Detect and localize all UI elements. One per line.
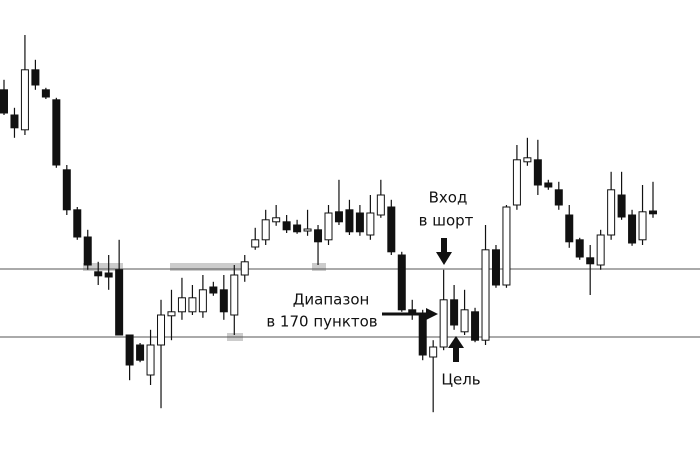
- candle-body: [596, 234, 605, 266]
- candle-body: [607, 189, 616, 236]
- highlight: [83, 263, 123, 271]
- annotation: Цель: [441, 371, 480, 389]
- highlight: [170, 263, 246, 271]
- candle-body: [512, 159, 521, 206]
- candle-body: [125, 334, 134, 366]
- candle-body: [429, 346, 438, 358]
- candle-body: [565, 214, 574, 243]
- candle-body: [533, 159, 542, 186]
- arrows: [382, 238, 464, 362]
- candle-body: [376, 194, 385, 216]
- candle-body: [83, 236, 92, 266]
- candle-body: [146, 344, 155, 376]
- candle-body: [439, 299, 448, 348]
- candle-body: [334, 211, 343, 223]
- arrow: [436, 252, 452, 265]
- candle-body: [282, 221, 291, 231]
- candle-body: [31, 69, 40, 86]
- candle-body: [230, 274, 239, 316]
- candle-body: [293, 224, 302, 233]
- candle-body: [41, 89, 50, 98]
- candle-body: [355, 212, 364, 233]
- candle-body: [188, 297, 197, 313]
- candle-body: [544, 182, 553, 188]
- candle-body: [62, 169, 71, 211]
- annotation: в шорт: [419, 212, 474, 230]
- candle-body: [177, 297, 186, 313]
- arrow: [441, 238, 447, 252]
- candle-body: [649, 210, 657, 215]
- candle-body: [502, 206, 511, 286]
- candle-body: [314, 229, 323, 243]
- candle-body: [251, 239, 260, 248]
- candle-body: [261, 219, 270, 241]
- candle-body: [303, 228, 312, 232]
- arrow: [453, 348, 459, 362]
- candle-body: [136, 344, 145, 361]
- candle-body: [104, 272, 113, 278]
- candle-body: [10, 114, 19, 129]
- candle-body: [366, 212, 375, 236]
- candle-body: [471, 311, 480, 341]
- candle-body: [418, 314, 427, 356]
- candle-body: [198, 289, 207, 313]
- candle-body: [167, 311, 176, 317]
- candle-body: [523, 157, 532, 163]
- annotation: Вход: [429, 189, 468, 207]
- candle-body: [387, 206, 396, 253]
- candle-body: [397, 254, 406, 311]
- candle-body: [157, 314, 166, 346]
- candle-body: [73, 209, 82, 238]
- candle-body: [94, 271, 103, 277]
- candle-body: [617, 194, 626, 218]
- candle-body: [460, 309, 469, 333]
- candle-body: [575, 239, 584, 258]
- candle-body: [0, 89, 8, 114]
- candle-body: [628, 214, 637, 244]
- candle-body: [52, 99, 61, 166]
- candle-body: [554, 189, 563, 206]
- candle-body: [450, 299, 459, 326]
- candle-body: [209, 286, 218, 294]
- candle-body: [240, 261, 249, 276]
- highlight: [312, 263, 326, 271]
- candle-body: [324, 212, 333, 241]
- arrow: [448, 336, 464, 348]
- candle-body: [345, 209, 354, 233]
- annotation: Диапазон: [293, 291, 370, 309]
- candle-body: [219, 289, 228, 313]
- candle-body: [586, 257, 595, 265]
- candle-body: [638, 211, 647, 241]
- candle-body: [272, 217, 281, 223]
- candle-body: [20, 69, 29, 131]
- candle-body: [491, 249, 500, 286]
- candle-body: [115, 269, 124, 336]
- candle-body: [481, 249, 490, 341]
- annotation: в 170 пунктов: [266, 313, 377, 331]
